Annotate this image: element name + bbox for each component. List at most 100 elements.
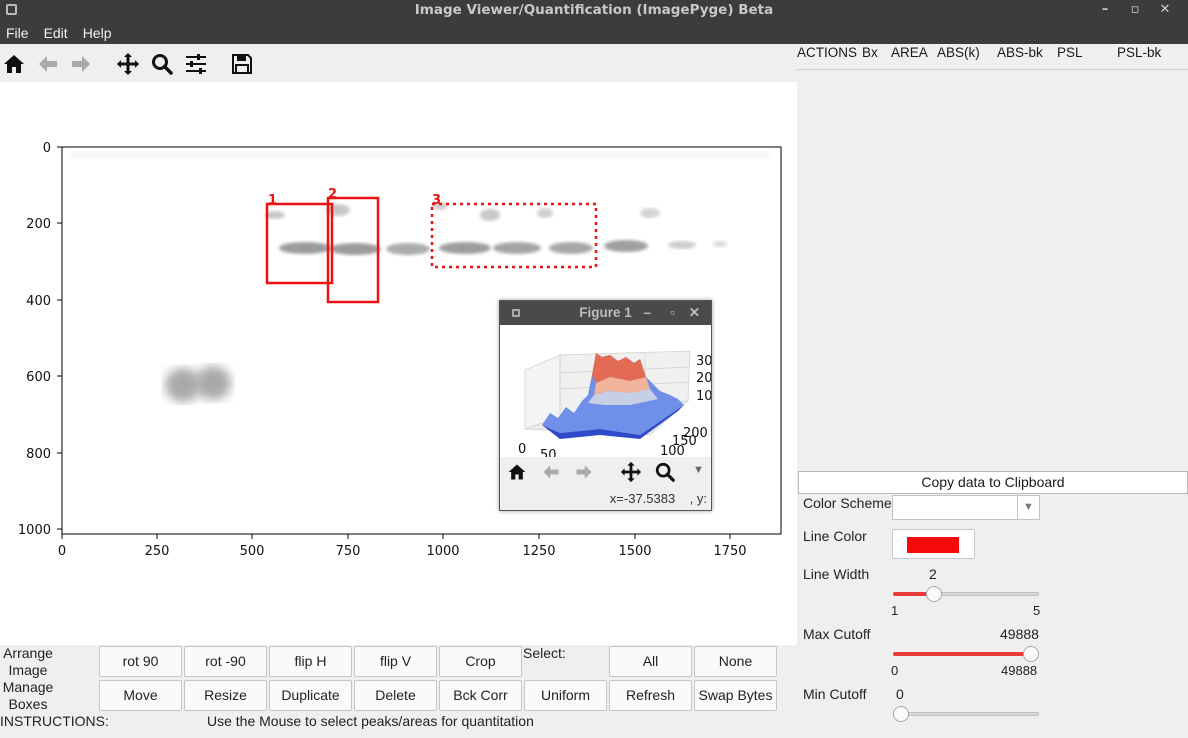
y-tick-label: 400 — [26, 294, 51, 309]
x-axis: 0 250 500 750 1000 1250 1500 1750 — [58, 534, 747, 559]
home-icon[interactable] — [507, 462, 527, 482]
resize-button[interactable]: Resize — [184, 680, 267, 711]
window-menu-icon[interactable] — [6, 4, 17, 15]
col-header-abs-bk[interactable]: ABS-bk — [997, 45, 1043, 60]
copy-to-clipboard-button[interactable]: Copy data to Clipboard — [798, 471, 1188, 494]
line-width-slider[interactable] — [893, 586, 1039, 602]
selection-boxes[interactable]: 1 2 3 — [265, 187, 598, 304]
zoom-icon[interactable] — [654, 461, 676, 483]
x-tick-label: 1500 — [618, 544, 651, 559]
y3d-tick-label: 150 — [672, 434, 697, 449]
selection-box-3[interactable] — [430, 202, 598, 269]
configure-subplots-icon[interactable] — [184, 52, 208, 76]
figure-1-statusbar: x=-37.5383 , y: — [500, 487, 711, 510]
col-header-bx[interactable]: Bx — [862, 45, 878, 60]
figure-1-title: Figure 1 — [579, 305, 632, 320]
max-cutoff-value: 49888 — [1000, 626, 1039, 642]
right-panel: ACTIONS Bx AREA ABS(k) ABS-bk PSL PSL-bk… — [797, 44, 1188, 738]
move-button[interactable]: Move — [99, 680, 182, 711]
z-tick-label: 10 — [696, 389, 711, 404]
instructions-text: Use the Mouse to select peaks/areas for … — [207, 713, 534, 729]
save-icon[interactable] — [230, 52, 254, 76]
figure-1-titlebar[interactable]: Figure 1 – ▫ ✕ — [500, 301, 711, 325]
menu-edit[interactable]: Edit — [43, 25, 68, 41]
surface-3d-plot[interactable]: 30 20 10 200 150 100 0 50 — [500, 325, 711, 457]
line-width-value: 2 — [929, 566, 937, 582]
max-cutoff-min: 0 — [891, 663, 899, 678]
results-table-header: ACTIONS Bx AREA ABS(k) ABS-bk PSL PSL-bk — [797, 44, 1188, 72]
uniform-button[interactable]: Uniform — [524, 680, 607, 711]
y3d-tick-label: 200 — [683, 426, 708, 441]
line-color-swatch — [907, 537, 959, 553]
restore-icon[interactable]: ▫ — [1130, 2, 1140, 17]
forward-arrow-icon[interactable] — [574, 462, 594, 482]
flip-h-button[interactable]: flip H — [269, 646, 352, 677]
rot-90-button[interactable]: rot 90 — [99, 646, 182, 677]
color-scheme-label: Color Scheme — [803, 495, 892, 511]
line-color-button[interactable] — [892, 529, 975, 559]
max-cutoff-slider[interactable] — [893, 646, 1039, 662]
line-width-min: 1 — [891, 603, 899, 618]
max-cutoff-max: 49888 — [1001, 663, 1038, 678]
cursor-coordinates: x=-37.5383 , y: — [609, 491, 707, 506]
rot-minus-90-button[interactable]: rot -90 — [184, 646, 267, 677]
y-tick-label: 800 — [26, 447, 51, 462]
figure-1-window[interactable]: Figure 1 – ▫ ✕ 30 20 10 200 150 100 0 50 — [499, 300, 712, 511]
close-icon[interactable]: ✕ — [1159, 2, 1171, 17]
back-arrow-icon[interactable] — [541, 462, 561, 482]
col-header-psl[interactable]: PSL — [1057, 45, 1083, 60]
box-label-3: 3 — [432, 193, 441, 208]
flip-v-button[interactable]: flip V — [354, 646, 437, 677]
selection-box-1[interactable] — [265, 202, 334, 285]
col-header-actions[interactable]: ACTIONS — [797, 45, 858, 60]
x3d-tick-label: 0 — [518, 442, 526, 457]
box-label-1: 1 — [268, 193, 277, 208]
y3d-tick-label: 100 — [660, 444, 685, 457]
z-tick-label: 30 — [696, 354, 711, 369]
zoom-icon[interactable] — [150, 52, 174, 76]
window-menu-icon[interactable] — [512, 309, 520, 317]
select-all-button[interactable]: All — [609, 646, 692, 677]
bck-corr-button[interactable]: Bck Corr — [439, 680, 522, 711]
menu-file[interactable]: File — [6, 25, 29, 41]
slider-handle[interactable] — [926, 586, 942, 602]
select-label: Select: — [523, 645, 566, 661]
col-header-psl-bk[interactable]: PSL-bk — [1117, 45, 1162, 60]
pan-icon[interactable] — [116, 52, 140, 76]
minimize-icon[interactable]: – — [643, 305, 651, 320]
refresh-button[interactable]: Refresh — [609, 680, 692, 711]
manage-boxes-label: Manage Boxes — [2, 679, 54, 712]
forward-arrow-icon[interactable] — [69, 52, 93, 76]
close-icon[interactable]: ✕ — [688, 305, 700, 320]
home-icon[interactable] — [2, 52, 26, 76]
swap-bytes-button[interactable]: Swap Bytes — [694, 680, 777, 711]
select-none-button[interactable]: None — [694, 646, 777, 677]
y-tick-label: 600 — [26, 370, 51, 385]
pan-icon[interactable] — [620, 461, 642, 483]
col-header-abs-k[interactable]: ABS(k) — [937, 45, 980, 60]
x-tick-label: 0 — [58, 544, 66, 559]
duplicate-button[interactable]: Duplicate — [269, 680, 352, 711]
back-arrow-icon[interactable] — [36, 52, 60, 76]
restore-icon[interactable]: ▫ — [670, 305, 675, 320]
slider-handle[interactable] — [893, 706, 909, 722]
color-scheme-select[interactable]: ▼ — [892, 495, 1040, 520]
crop-button[interactable]: Crop — [439, 646, 522, 677]
y-tick-label: 1000 — [18, 523, 51, 538]
min-cutoff-slider[interactable] — [893, 706, 1039, 722]
col-header-area[interactable]: AREA — [891, 45, 928, 60]
y-axis: 0 200 400 600 800 1000 — [18, 141, 62, 538]
slider-handle[interactable] — [1023, 646, 1039, 662]
minimize-icon[interactable]: – — [1101, 2, 1109, 17]
selection-box-2[interactable] — [326, 196, 380, 304]
delete-button[interactable]: Delete — [354, 680, 437, 711]
line-color-label: Line Color — [803, 528, 867, 544]
x-tick-label: 250 — [145, 544, 170, 559]
toolbar-overflow-icon[interactable]: ▼ — [693, 464, 704, 476]
chevron-down-icon[interactable]: ▼ — [1017, 496, 1039, 519]
menu-help[interactable]: Help — [82, 25, 112, 41]
results-table[interactable] — [797, 78, 1188, 508]
max-cutoff-label: Max Cutoff — [803, 626, 871, 642]
line-width-label: Line Width — [803, 566, 870, 582]
figure-1-toolbar: ▼ — [500, 457, 711, 487]
